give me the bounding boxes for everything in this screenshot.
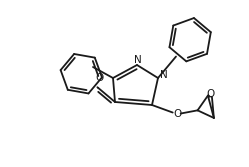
Text: O: O — [174, 109, 182, 119]
Text: N: N — [134, 55, 142, 65]
Text: N: N — [160, 70, 168, 80]
Text: O: O — [207, 89, 215, 99]
Text: O: O — [96, 73, 104, 83]
